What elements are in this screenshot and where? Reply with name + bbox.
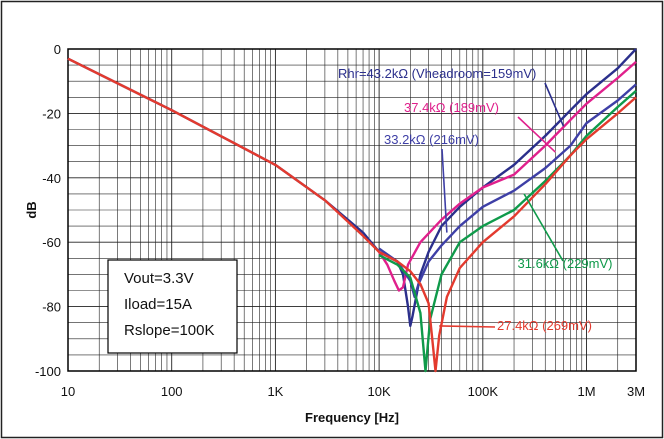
x-tick-label: 100K: [468, 384, 499, 399]
x-tick-label: 10: [61, 384, 75, 399]
annotation-label-1: 37.4kΩ (189mV): [404, 100, 499, 115]
y-tick-label: -80: [42, 300, 61, 315]
info-box-line-rslope: Rslope=100K: [124, 322, 214, 339]
info-box-frame: [107, 259, 238, 354]
x-axis-label: Frequency [Hz]: [305, 410, 399, 425]
annotation-label-4: 27.4kΩ (269mV): [497, 318, 592, 333]
annotation-label-0: Rhr=43.2kΩ (Vheadroom=159mV): [338, 66, 536, 81]
y-tick-label: -100: [35, 364, 61, 379]
annotation-leader-2: [441, 148, 448, 233]
series-lines: [67, 48, 637, 373]
annotation-leader-3: [523, 193, 564, 262]
annotation-label-2: 33.2kΩ (216mV): [384, 132, 479, 147]
y-axis-label: dB: [24, 201, 39, 218]
series-line-3: [378, 89, 637, 373]
series-line-1: [378, 60, 637, 292]
y-tick-label: -20: [42, 106, 61, 121]
series-annotations: Rhr=43.2kΩ (Vheadroom=159mV) 37.4kΩ (189m…: [338, 66, 612, 333]
y-tick-label: -60: [42, 235, 61, 250]
x-tick-label: 3M: [627, 384, 645, 399]
info-box-line-iload: Iload=15A: [124, 296, 192, 313]
annotation-leader-4: [439, 325, 496, 328]
info-box: Vout=3.3V Iload=15A Rslope=100K: [107, 259, 238, 354]
annotation-leader-0: [544, 82, 565, 127]
plot-area-border: [67, 48, 637, 372]
x-tick-label: 10K: [368, 384, 391, 399]
series-line-4: [67, 57, 637, 373]
y-tick-label: 0: [54, 42, 61, 57]
x-tick-label: 1M: [577, 384, 595, 399]
y-tick-label: -40: [42, 171, 61, 186]
annotation-leader-1: [517, 116, 556, 153]
x-tick-labels: 10 100 1K 10K 100K 1M 3M: [61, 384, 645, 399]
x-tick-label: 100: [161, 384, 183, 399]
x-tick-label: 1K: [267, 384, 283, 399]
annotation-label-3: 31.6kΩ (229mV): [518, 256, 613, 271]
info-box-line-vout: Vout=3.3V: [124, 270, 194, 287]
y-tick-labels: 0 -20 -40 -60 -80 -100: [35, 42, 61, 379]
